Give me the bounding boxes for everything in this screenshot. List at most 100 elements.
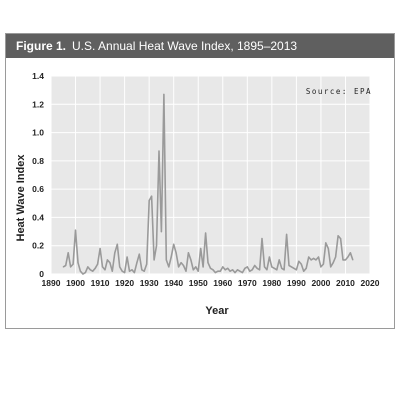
data-point (116, 243, 118, 245)
x-tick-label: 1980 (262, 278, 281, 288)
data-point (197, 270, 199, 272)
data-point (190, 259, 192, 261)
data-point (192, 269, 194, 271)
data-point (133, 272, 135, 274)
figure-label: Figure 1. (16, 39, 67, 53)
data-point (104, 269, 106, 271)
data-point (62, 266, 64, 268)
data-point (124, 272, 126, 274)
data-point (325, 242, 327, 244)
data-point (261, 238, 263, 240)
data-point (254, 264, 256, 267)
data-point (182, 264, 185, 267)
data-point (259, 269, 261, 271)
data-point (109, 262, 111, 264)
data-point (178, 266, 180, 268)
data-point (330, 266, 332, 268)
data-point (141, 269, 143, 271)
y-tick-label: 1.4 (32, 71, 44, 81)
data-point (219, 270, 221, 272)
data-point (72, 263, 74, 265)
data-point (317, 256, 320, 258)
data-point (79, 270, 81, 272)
data-point (232, 269, 234, 271)
data-point (271, 266, 273, 268)
x-tick-label: 2000 (311, 278, 330, 288)
data-point (163, 93, 165, 95)
x-tick-label: 1970 (238, 278, 257, 288)
data-point (273, 267, 275, 269)
source-note: Source: EPA (306, 87, 372, 96)
x-axis-title: Year (205, 305, 229, 317)
data-point (344, 259, 347, 261)
data-point (236, 269, 239, 271)
y-tick-label: 0.2 (32, 241, 44, 251)
y-tick-label: 0.4 (32, 212, 44, 222)
data-point (165, 259, 167, 261)
figure-title: U.S. Annual Heat Wave Index, 1895–2013 (72, 39, 298, 53)
data-point (74, 229, 77, 231)
data-point (327, 247, 329, 250)
data-point (224, 269, 226, 271)
figure-panel: Figure 1. U.S. Annual Heat Wave Index, 18… (5, 33, 395, 329)
x-tick-label: 1930 (140, 278, 159, 288)
data-point (217, 270, 219, 272)
data-point (180, 262, 182, 264)
data-point (70, 266, 72, 268)
data-point (337, 235, 339, 237)
x-tick-label: 1920 (115, 278, 134, 288)
x-tick-label: 1990 (287, 278, 306, 288)
data-point (310, 259, 312, 261)
data-point (303, 270, 305, 272)
data-point (151, 195, 153, 197)
data-point (65, 264, 67, 267)
data-point (92, 270, 94, 272)
data-point (126, 256, 128, 258)
data-point (84, 272, 86, 274)
data-point (195, 266, 197, 268)
x-tick-label: 2010 (336, 278, 355, 288)
plot-area (51, 76, 370, 274)
heat-wave-chart: 00.20.40.60.81.01.21.4 1890 1900 1910 1920 1… (15, 71, 380, 317)
data-point (283, 269, 285, 271)
data-point (315, 259, 317, 261)
data-point (308, 256, 310, 258)
data-point (251, 269, 253, 271)
data-point (241, 272, 243, 274)
data-point (249, 270, 251, 272)
data-point (349, 252, 351, 254)
data-point (143, 270, 145, 272)
data-point (170, 256, 172, 258)
data-point (97, 263, 99, 265)
y-tick-label: 0.8 (32, 156, 44, 166)
x-tick-label: 1950 (189, 278, 208, 288)
data-point (160, 231, 162, 233)
data-point (209, 267, 212, 269)
data-point (200, 247, 202, 250)
data-point (320, 266, 322, 268)
x-tick-label: 1960 (213, 278, 232, 288)
data-point (131, 269, 133, 271)
y-axis-title: Heat Wave Index (15, 154, 27, 242)
data-point (246, 266, 248, 268)
data-point (342, 259, 344, 261)
data-points (62, 93, 354, 275)
data-point (119, 266, 121, 268)
data-point (148, 199, 150, 202)
data-point (207, 262, 209, 264)
data-point (111, 270, 113, 272)
data-point (340, 238, 342, 240)
grid-lines (50, 75, 371, 275)
data-point (155, 245, 158, 247)
x-tick-label: 1910 (91, 278, 110, 288)
data-point (202, 266, 204, 268)
data-point (276, 269, 278, 271)
data-point (298, 260, 300, 262)
data-point (212, 269, 214, 271)
data-point (136, 262, 138, 264)
x-axis-ticks: 1890 1900 1910 1920 1930 1940 1950 1960 1970 1980… (42, 278, 380, 288)
data-point (222, 266, 224, 268)
data-point (295, 269, 297, 271)
data-point (335, 256, 337, 258)
data-point (256, 267, 258, 269)
